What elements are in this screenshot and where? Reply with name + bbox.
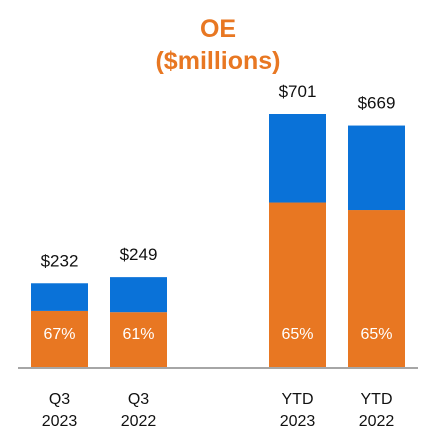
x-tick-label: YTD (361, 391, 393, 408)
bar-top-segment (31, 283, 88, 311)
bar-share-label: 67% (43, 326, 75, 343)
bar-share-label: 65% (281, 326, 313, 343)
chart-title-line-1: OE (199, 15, 237, 43)
bar-total-label: $701 (279, 82, 317, 101)
x-tick-label: 2022 (359, 413, 395, 430)
bar-top-segment (269, 114, 326, 203)
bar-total-label: $232 (41, 251, 79, 270)
x-tick-label: 2022 (121, 413, 157, 430)
bar-share-label: 61% (122, 326, 154, 343)
chart-title-line-2: ($millions) (155, 47, 281, 75)
bar-top-segment (348, 125, 405, 211)
x-tick-label: Q3 (49, 391, 70, 408)
x-tick-label: 2023 (280, 413, 316, 430)
bar-share-label: 65% (360, 326, 392, 343)
bar-bottom-segment (269, 202, 326, 367)
bar-bottom-segment (348, 210, 405, 367)
x-tick-label: 2023 (42, 413, 78, 430)
bar-top-segment (110, 277, 167, 313)
x-tick-label: YTD (282, 391, 314, 408)
bar-total-label: $249 (120, 245, 158, 264)
bar-bottom-segment (110, 312, 167, 367)
bar-total-label: $669 (358, 94, 396, 113)
bar-bottom-segment (31, 310, 88, 367)
x-tick-label: Q3 (128, 391, 149, 408)
